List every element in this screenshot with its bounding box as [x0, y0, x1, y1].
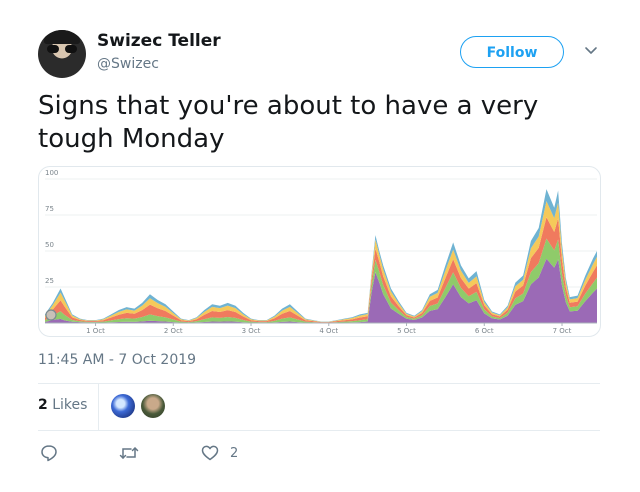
likes-label: Likes — [52, 397, 88, 413]
reply-icon[interactable] — [40, 444, 58, 462]
follow-button[interactable]: Follow — [460, 36, 564, 68]
retweet-icon[interactable] — [119, 444, 139, 462]
stats-divider-bottom — [38, 430, 600, 431]
display-name[interactable]: Swizec Teller — [97, 31, 221, 51]
y-tick-label: 100 — [45, 169, 58, 177]
y-tick-label: 50 — [45, 241, 54, 249]
liker-avatar[interactable] — [141, 394, 165, 418]
x-tick-label: 3 Oct — [242, 327, 261, 335]
likes-stat[interactable]: 2 Likes — [38, 397, 87, 413]
y-tick-label: 75 — [45, 205, 54, 213]
likes-count: 2 — [38, 397, 48, 413]
user-avatar[interactable] — [38, 30, 86, 78]
x-tick-label: 7 Oct — [553, 327, 572, 335]
x-tick-label: 5 Oct — [397, 327, 416, 335]
like-count: 2 — [230, 446, 239, 461]
area-series-1 — [45, 258, 597, 323]
stats-separator — [98, 384, 99, 430]
x-tick-label: 6 Oct — [475, 327, 494, 335]
y-tick-label: 25 — [45, 277, 54, 285]
legend-bubble — [45, 309, 57, 321]
stats-divider-top — [38, 383, 600, 384]
x-tick-label: 1 Oct — [86, 327, 105, 335]
chevron-down-icon[interactable] — [584, 46, 598, 56]
heart-icon[interactable] — [201, 444, 219, 462]
tweet-image-chart[interactable]: 100 75 50 25 1 Oct 2 Oct 3 Oct 4 Oct 5 Oct 6 Oct… — [38, 166, 601, 337]
tweet-timestamp[interactable]: 11:45 AM - 7 Oct 2019 — [38, 352, 197, 368]
liker-avatar[interactable] — [111, 394, 135, 418]
avatar-hat — [44, 30, 80, 44]
tweet-text: Signs that you're about to have a very t… — [38, 91, 539, 154]
stacked-area-chart: 100 75 50 25 1 Oct 2 Oct 3 Oct 4 Oct 5 Oct 6 Oct… — [45, 169, 597, 335]
user-handle[interactable]: @Swizec — [97, 56, 159, 72]
x-tick-label: 4 Oct — [319, 327, 338, 335]
avatar-glasses — [47, 45, 77, 53]
x-tick-label: 2 Oct — [164, 327, 183, 335]
